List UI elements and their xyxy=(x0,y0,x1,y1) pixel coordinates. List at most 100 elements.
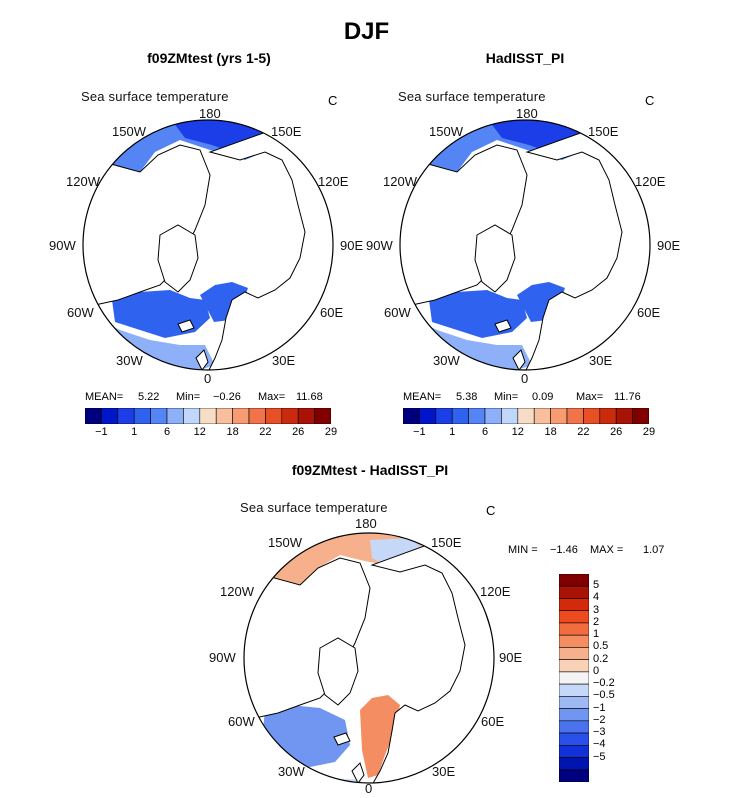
panel-1-lon-150e: 150E xyxy=(271,124,302,139)
panel-3-colorbar-swatch xyxy=(559,574,589,587)
panel-3-colorbar-swatch xyxy=(559,622,589,636)
panel-3-colorbar-swatch xyxy=(559,659,589,673)
panel-3-colorbar-tick-label: −3 xyxy=(593,726,606,739)
panel-1-lon-30w: 30W xyxy=(116,353,143,368)
panel-3-colorbar xyxy=(559,574,589,782)
panel-2-colorbar xyxy=(403,408,649,424)
panel-2-colorbar-tick-label: 1 xyxy=(449,426,456,438)
panel-2-lon-150e: 150E xyxy=(588,124,619,139)
panel-1-variable: Sea surface temperature xyxy=(81,89,229,104)
panel-3-units: C xyxy=(486,503,496,518)
panel-3-colorbar-swatch xyxy=(559,610,589,624)
figure-title: DJF xyxy=(343,18,390,45)
panel-3-title: f09ZMtest - HadISST_PI xyxy=(291,462,449,478)
panel-3-lon-30w: 30W xyxy=(278,764,305,779)
panel-3-colorbar-tick-label: 0.5 xyxy=(593,640,609,653)
panel-1-title: f09ZMtest (yrs 1-5) xyxy=(147,50,271,66)
panel-1-min-value: −0.26 xyxy=(213,391,241,403)
panel-1-lon-90w: 90W xyxy=(49,238,76,253)
panel-3-min-value: −1.46 xyxy=(550,544,578,556)
panel-3-nordic-seas xyxy=(360,695,400,778)
panel-1-colorbar-tick-label: 26 xyxy=(292,426,305,438)
panel-1-land-uk xyxy=(195,349,209,370)
panel-2-mean-value: 5.38 xyxy=(456,391,478,403)
panel-1-mean-label: MEAN= xyxy=(85,391,124,403)
panel-2-max-value: 11.76 xyxy=(614,391,641,403)
panel-1-colorbar-tick-label: 29 xyxy=(324,426,338,438)
panel-1-lon-60w: 60W xyxy=(67,305,94,320)
panel-2-lon-60w: 60W xyxy=(384,305,411,320)
panel-1-colorbar xyxy=(85,408,331,424)
panel-2-title: HadISST_PI xyxy=(485,50,565,66)
panel-3-colorbar-tick-label: 2 xyxy=(593,615,600,628)
panel-3-max-value: 1.07 xyxy=(643,544,665,556)
panel-1-lon-90e: 90E xyxy=(340,238,364,253)
panel-1-mean-value: 5.22 xyxy=(138,391,160,403)
panel-2-lon-30e: 30E xyxy=(589,353,613,368)
panel-3-variable: Sea surface temperature xyxy=(240,500,388,515)
panel-3-land-iceland xyxy=(333,732,351,746)
panel-3-colorbar-tick-label: 4 xyxy=(593,591,600,604)
panel-1-colorbar-tick-label: 1 xyxy=(131,426,138,438)
panel-3-colorbar-swatch xyxy=(559,720,589,734)
panel-3-colorbar-tick-label: −1 xyxy=(593,701,606,714)
panel-3-colorbar-swatch xyxy=(559,708,589,722)
panel-1-lon-0: 0 xyxy=(204,371,212,386)
panel-2-lon-120e: 120E xyxy=(635,174,666,189)
panel-1-land-iceland xyxy=(177,319,195,333)
panel-3-colorbar-swatch xyxy=(559,757,589,771)
panel-3-land-uk xyxy=(351,762,365,783)
panel-1-lon-150w: 150W xyxy=(112,124,146,139)
panel-3-lon-30e: 30E xyxy=(432,764,456,779)
panel-3-colorbar-swatch xyxy=(559,634,589,648)
panel-3-colorbar-tick-label: −2 xyxy=(593,713,606,726)
panel-3-lon-150e: 150E xyxy=(431,535,462,550)
panel-2-lon-0: 0 xyxy=(521,371,529,386)
panel-2-lon-180: 180 xyxy=(516,106,538,121)
panel-2-min-label: Min= xyxy=(494,391,519,403)
panel-3-lon-90w: 90W xyxy=(209,650,236,665)
panel-2-north-atlantic xyxy=(417,320,532,370)
panel-3-colorbar-swatch xyxy=(559,598,589,612)
panel-2-lon-90e: 90E xyxy=(657,238,681,253)
panel-3-map-boundary xyxy=(243,532,495,784)
panel-2-colorbar-tick-label: 26 xyxy=(610,426,623,438)
panel-3-colorbar-tick-label: −5 xyxy=(593,750,606,763)
panel-1-units: C xyxy=(328,93,338,108)
panel-2-units: C xyxy=(645,93,655,108)
panel-3-lon-120e: 120E xyxy=(480,584,511,599)
panel-2-lon-90w: 90W xyxy=(366,238,393,253)
panel-1-colorbar-labels: −1 1 6 12 18 22 26 29 xyxy=(85,426,337,440)
panel-1-lon-180: 180 xyxy=(199,106,221,121)
panel-2-colorbar-tick-label: 12 xyxy=(511,426,524,438)
panel-3-colorbar-swatch xyxy=(559,732,589,746)
panel-1-land-greenland xyxy=(157,224,199,293)
panel-3-colorbar-swatch xyxy=(559,769,589,782)
panel-3-lon-0: 0 xyxy=(365,781,373,796)
panel-1-colorbar-tick-label: 18 xyxy=(226,426,239,438)
panel-3-colorbar-tick-label: 1 xyxy=(593,628,600,641)
panel-1-map-boundary xyxy=(82,119,334,371)
panel-2-colorbar-labels: −1 1 6 12 18 22 26 29 xyxy=(403,426,655,440)
panel-3-colorbar-tick-label: 0.2 xyxy=(593,652,609,665)
panel-3-colorbar-tick-label: 0 xyxy=(593,664,600,677)
panel-2-land-greenland xyxy=(474,224,516,293)
panel-3-lon-120w: 120W xyxy=(220,584,254,599)
panel-2-colorbar-tick-label: 29 xyxy=(642,426,656,438)
panel-3-colorbar-tick-label: 5 xyxy=(593,579,600,592)
panel-3-colorbar-swatch xyxy=(559,683,589,697)
panel-2-colorbar-tick-label: 18 xyxy=(544,426,557,438)
panel-3-lon-60e: 60E xyxy=(481,714,505,729)
panel-3-colorbar-swatch xyxy=(559,671,589,685)
panel-2-variable: Sea surface temperature xyxy=(398,89,546,104)
panel-3-max-label: MAX = xyxy=(590,544,624,556)
panel-3-colorbar-swatch xyxy=(559,696,589,709)
panel-2-lon-150w: 150W xyxy=(429,124,463,139)
panel-1-lon-30e: 30E xyxy=(272,353,296,368)
panel-3-lon-150w: 150W xyxy=(268,535,302,550)
panel-3-lon-180: 180 xyxy=(355,516,377,531)
panel-2-lon-30w: 30W xyxy=(433,353,460,368)
